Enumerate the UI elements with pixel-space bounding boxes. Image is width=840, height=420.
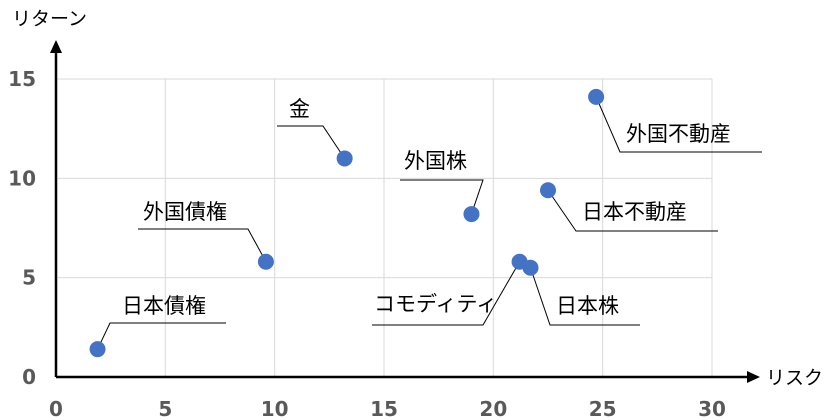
data-point <box>336 150 353 167</box>
x-tick-label: 25 <box>589 397 617 420</box>
leader-line <box>97 322 226 350</box>
data-label: 外国株 <box>404 149 467 173</box>
leader-line <box>547 189 718 232</box>
x-tick-label: 20 <box>479 397 507 420</box>
data-point <box>463 206 480 223</box>
data-point <box>540 182 556 199</box>
y-tick-label: 10 <box>8 166 36 190</box>
x-tick-label: 30 <box>698 397 726 420</box>
data-point <box>522 259 539 276</box>
x-tick-label: 10 <box>261 397 289 420</box>
data-label: 日本株 <box>556 294 619 318</box>
y-tick-label: 15 <box>8 67 36 91</box>
x-axis-arrow <box>747 371 760 383</box>
x-tick-label: 5 <box>158 397 172 420</box>
y-tick-label: 0 <box>22 365 36 389</box>
data-point <box>89 341 106 358</box>
leader-line <box>530 267 640 326</box>
y-axis-title: リターン <box>12 8 87 30</box>
x-tick-label: 15 <box>370 397 398 420</box>
leader-line <box>277 125 346 159</box>
axes: リターン リスク <box>12 8 823 389</box>
leader-line <box>595 96 762 153</box>
leader-line <box>138 228 267 263</box>
grid <box>56 78 713 377</box>
data-label: 金 <box>289 97 310 121</box>
data-label: 日本不動産 <box>582 200 687 224</box>
y-axis-arrow <box>50 40 62 53</box>
leader-line <box>372 261 521 326</box>
tick-labels: 0 5 10 15 20 25 30 0 5 10 15 <box>8 67 726 420</box>
data-label: 日本債権 <box>122 294 206 318</box>
leader-line <box>400 179 484 215</box>
data-label: 外国債権 <box>143 200 227 224</box>
data-point <box>588 88 605 105</box>
data-label: 外国不動産 <box>626 122 731 146</box>
data-label: コモディティ <box>374 292 497 316</box>
leader-lines <box>97 96 762 350</box>
data-points <box>89 88 605 358</box>
y-tick-label: 5 <box>22 266 36 290</box>
x-axis-title: リスク <box>766 367 823 389</box>
x-tick-label: 0 <box>49 397 63 420</box>
data-point <box>257 253 274 270</box>
